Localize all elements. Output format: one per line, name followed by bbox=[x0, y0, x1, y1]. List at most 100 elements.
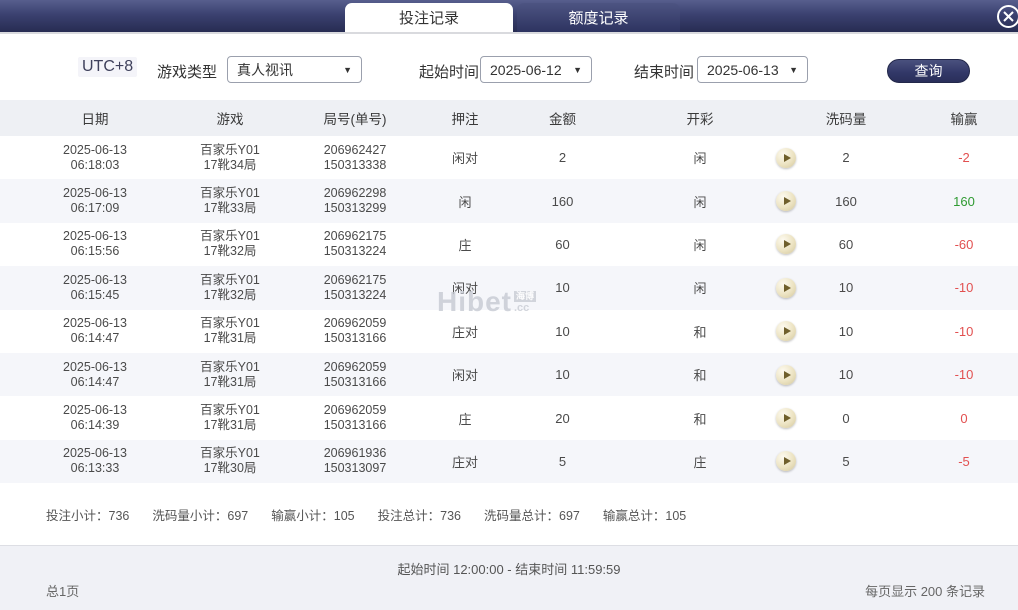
play-triangle-icon bbox=[783, 414, 791, 423]
cell-result: 庄 bbox=[693, 454, 707, 470]
tab-quota-records[interactable]: 额度记录 bbox=[517, 3, 680, 32]
cell-winloss: -10 bbox=[954, 323, 974, 339]
cell-game: 百家乐Y01 17靴34局 bbox=[200, 142, 260, 172]
chevron-down-icon: ▼ bbox=[789, 64, 798, 75]
cell-game: 百家乐Y01 17靴31局 bbox=[200, 403, 260, 433]
end-time-select[interactable]: 2025-06-13 ▼ bbox=[697, 56, 808, 83]
cell-video bbox=[765, 191, 807, 212]
header-cell-rolling: 洗码量 bbox=[825, 112, 867, 127]
header-cell-result: 开彩 bbox=[686, 112, 714, 127]
cell-video bbox=[765, 321, 807, 342]
cell-result: 闲 bbox=[693, 151, 707, 167]
cell-video bbox=[765, 451, 807, 472]
table-row: 2025-06-13 06:14:47 百家乐Y01 17靴31局 20696205… bbox=[0, 352, 1018, 397]
table-row: 2025-06-13 06:17:09 百家乐Y01 17靴33局 20696229… bbox=[0, 179, 1018, 223]
table-row: 2025-06-13 06:18:03 百家乐Y01 17靴34局 20696242… bbox=[0, 136, 1018, 180]
play-video-icon[interactable] bbox=[776, 277, 796, 298]
play-video-icon[interactable] bbox=[776, 451, 796, 472]
cell-game: 百家乐Y01 17靴31局 bbox=[200, 316, 260, 346]
start-time-select[interactable]: 2025-06-12 ▼ bbox=[480, 56, 592, 83]
cell-rolling: 10 bbox=[838, 280, 854, 296]
header-cell-game: 游戏 bbox=[216, 112, 244, 127]
play-triangle-icon bbox=[783, 197, 791, 206]
cell-result: 闲 bbox=[693, 194, 707, 210]
cell-winloss: -2 bbox=[958, 150, 970, 166]
cell-bet: 闲对 bbox=[451, 281, 478, 297]
cell-rolling: 10 bbox=[838, 367, 854, 383]
game-type-select[interactable]: 真人视讯 ▼ bbox=[227, 56, 362, 83]
play-video-icon[interactable] bbox=[776, 364, 796, 385]
cell-order: 206962298 150313299 bbox=[323, 186, 387, 216]
cell-bet: 庄对 bbox=[451, 454, 478, 470]
cell-date: 2025-06-13 06:18:03 bbox=[63, 142, 127, 172]
cell-rolling: 2 bbox=[842, 150, 850, 166]
play-video-icon[interactable] bbox=[776, 321, 796, 342]
play-triangle-icon bbox=[783, 240, 791, 249]
cell-bet: 庄 bbox=[458, 411, 472, 427]
summary-rolling-total: 洗码量总计：697 bbox=[484, 508, 580, 523]
cell-winloss: -10 bbox=[954, 280, 974, 296]
play-video-icon[interactable] bbox=[776, 147, 796, 168]
close-icon[interactable] bbox=[995, 3, 1018, 30]
cell-order: 206962175 150313224 bbox=[323, 272, 387, 302]
cell-video bbox=[765, 234, 807, 255]
cell-game: 百家乐Y01 17靴32局 bbox=[200, 229, 260, 259]
cell-winloss: -10 bbox=[954, 367, 974, 383]
cell-video bbox=[765, 277, 807, 298]
cell-order: 206962059 150313166 bbox=[323, 359, 387, 389]
cell-order: 206962059 150313166 bbox=[323, 403, 387, 433]
play-video-icon[interactable] bbox=[776, 408, 796, 429]
cell-amount: 10 bbox=[555, 280, 570, 296]
summary-bet-total: 投注总计：736 bbox=[377, 508, 461, 523]
cell-date: 2025-06-13 06:15:45 bbox=[63, 272, 127, 302]
cell-result: 闲 bbox=[693, 281, 707, 297]
summary-winloss-subtotal: 输赢小计：105 bbox=[271, 508, 355, 523]
cell-game: 百家乐Y01 17靴30局 bbox=[200, 446, 260, 476]
cell-game: 百家乐Y01 17靴31局 bbox=[200, 359, 260, 389]
cell-bet: 闲 bbox=[458, 194, 472, 210]
play-video-icon[interactable] bbox=[776, 234, 796, 255]
play-video-icon[interactable] bbox=[776, 191, 796, 212]
cell-rolling: 10 bbox=[838, 323, 854, 339]
cell-amount: 5 bbox=[558, 453, 567, 469]
cell-result: 和 bbox=[693, 411, 707, 427]
cell-amount: 10 bbox=[555, 323, 570, 339]
cell-order: 206962059 150313166 bbox=[323, 316, 387, 346]
summary-winloss-total: 输赢总计：105 bbox=[602, 508, 687, 523]
tab-bar: 投注记录 额度记录 bbox=[0, 0, 1018, 34]
cell-date: 2025-06-13 06:13:33 bbox=[63, 446, 127, 476]
cell-bet: 庄 bbox=[458, 237, 472, 253]
cell-date: 2025-06-13 06:17:09 bbox=[63, 186, 127, 216]
cell-winloss: -5 bbox=[958, 453, 970, 469]
cell-bet: 庄对 bbox=[451, 324, 478, 340]
play-triangle-icon bbox=[783, 283, 791, 292]
cell-amount: 10 bbox=[555, 367, 570, 383]
cell-result: 和 bbox=[693, 324, 707, 340]
cell-game: 百家乐Y01 17靴33局 bbox=[200, 186, 260, 216]
table-row: 2025-06-13 06:15:45 百家乐Y01 17靴32局 20696217… bbox=[0, 266, 1018, 310]
summary-bar: 投注小计：736 洗码量小计：697 输赢小计：105 投注总计：736 洗码量… bbox=[0, 483, 1018, 546]
summary-bet-subtotal: 投注小计：736 bbox=[46, 508, 130, 523]
cell-video bbox=[765, 364, 807, 385]
play-triangle-icon bbox=[783, 370, 791, 379]
cell-amount: 160 bbox=[551, 193, 574, 209]
header-cell-winloss: 输赢 bbox=[950, 112, 978, 127]
cell-video bbox=[765, 408, 807, 429]
cell-result: 闲 bbox=[693, 237, 707, 253]
table-row: 2025-06-13 06:13:33 百家乐Y01 17靴30局 20696193… bbox=[0, 439, 1018, 484]
cell-rolling: 60 bbox=[838, 236, 854, 252]
query-button[interactable]: 查询 bbox=[887, 59, 970, 83]
filter-bar: UTC+8 游戏类型 真人视讯 ▼ 起始时间 2025-06-12 ▼ 结束时间… bbox=[0, 34, 1018, 100]
tab-bet-records[interactable]: 投注记录 bbox=[345, 3, 513, 32]
chevron-down-icon: ▼ bbox=[343, 64, 352, 75]
table-header: 日期 游戏 局号(单号) 押注 金额 开彩 洗码量 输赢 bbox=[0, 100, 1018, 136]
end-time-label: 结束时间 bbox=[634, 64, 695, 81]
cell-date: 2025-06-13 06:14:47 bbox=[63, 316, 127, 346]
page-count: 总1页 bbox=[46, 584, 80, 600]
table-row: 2025-06-13 06:14:39 百家乐Y01 17靴31局 20696205… bbox=[0, 396, 1018, 440]
chevron-down-icon: ▼ bbox=[573, 64, 582, 75]
cell-video bbox=[765, 147, 807, 168]
cell-rolling: 160 bbox=[835, 193, 857, 209]
cell-bet: 闲对 bbox=[451, 368, 478, 384]
